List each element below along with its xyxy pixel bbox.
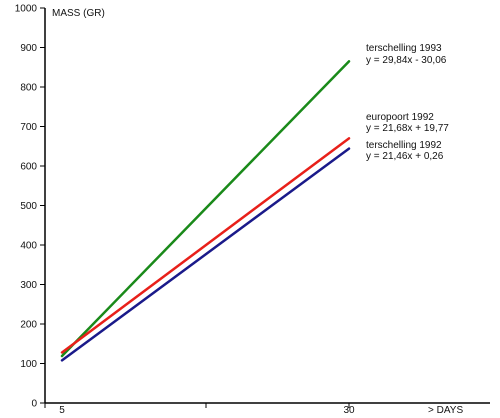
y-tick-label: 700 bbox=[20, 122, 37, 133]
y-tick-label: 1000 bbox=[15, 4, 38, 15]
y-tick-label: 600 bbox=[20, 162, 37, 173]
y-tick-label: 900 bbox=[20, 43, 37, 54]
y-tick-label: 0 bbox=[31, 399, 37, 410]
series-lines bbox=[60, 60, 351, 362]
series-line-2 bbox=[60, 137, 351, 354]
y-tick-label: 800 bbox=[20, 83, 37, 94]
annotation-series-2-equation: y = 21,68x + 19,77 bbox=[366, 123, 449, 134]
x-tick-label: 30 bbox=[343, 405, 355, 416]
annotation-series-1-equation: y = 29,84x - 30,06 bbox=[366, 55, 447, 66]
annotation-series-1-name: terschelling 1993 bbox=[366, 43, 442, 54]
x-axis-label: > DAYS bbox=[428, 405, 463, 416]
y-axis-label: MASS (GR) bbox=[52, 8, 105, 19]
annotation-series-3-equation: y = 21,46x + 0,26 bbox=[366, 151, 444, 162]
y-axis-ticks: 0 100 200 300 400 500 600 700 800 900 1000 bbox=[15, 4, 45, 410]
x-tick-label: 5 bbox=[59, 405, 65, 416]
y-tick-label: 500 bbox=[20, 201, 37, 212]
y-tick-label: 200 bbox=[20, 320, 37, 331]
series-line-3 bbox=[60, 147, 351, 362]
y-tick-label: 400 bbox=[20, 241, 37, 252]
annotation-series-2-name: europoort 1992 bbox=[366, 112, 434, 123]
y-tick-label: 300 bbox=[20, 280, 37, 291]
series-line-1 bbox=[60, 60, 351, 358]
x-axis-ticks: 5 30 bbox=[44, 403, 355, 416]
y-tick-label: 100 bbox=[20, 359, 37, 370]
annotation-series-3-name: terschelling 1992 bbox=[366, 140, 442, 151]
